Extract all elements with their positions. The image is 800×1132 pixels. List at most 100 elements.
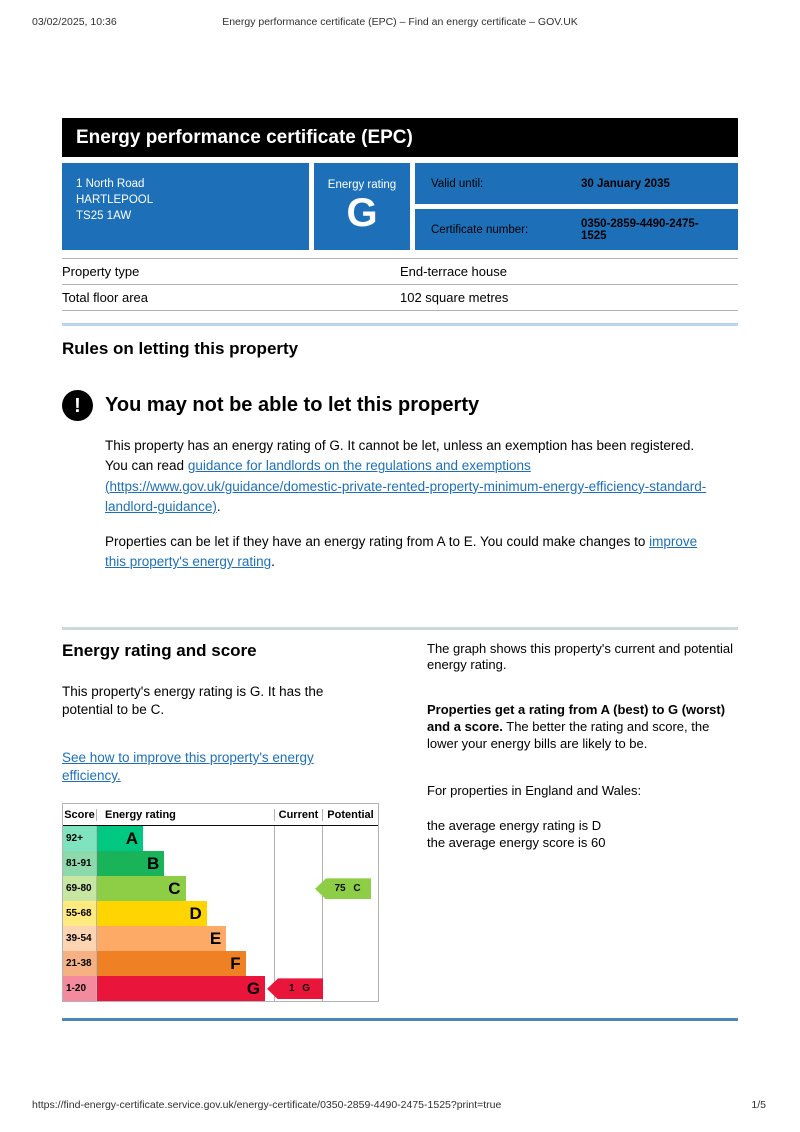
- band-rating-cell: C: [97, 876, 275, 902]
- property-address: 1 North Road HARTLEPOOL TS25 1AW: [62, 163, 309, 250]
- band-letter: A: [125, 829, 139, 849]
- band-score: 69-80: [63, 876, 97, 902]
- valid-until-label: Valid until:: [431, 177, 484, 190]
- epc-band-row: 92+ A: [63, 826, 378, 852]
- energy-rating-value: G: [346, 190, 378, 235]
- column-header-score: Score: [63, 808, 97, 821]
- rating-explanation-bold: Properties get a rating from A (best) to…: [427, 702, 726, 735]
- band-potential-cell: [323, 951, 378, 976]
- print-header: 03/02/2025, 10:36 Energy performance cer…: [0, 16, 800, 32]
- address-line-2: HARTLEPOOL: [76, 194, 154, 207]
- band-potential-cell: [323, 901, 378, 926]
- print-page-title: Energy performance certificate (EPC) – F…: [222, 16, 578, 28]
- print-footer: https://find-energy-certificate.service.…: [0, 1099, 800, 1115]
- rules-heading: Rules on letting this property: [62, 339, 299, 358]
- epc-band-row: 21-38 F: [63, 951, 378, 977]
- certificate-number-value: 0350-2859-4490-2475-1525: [581, 217, 699, 242]
- band-letter: C: [168, 879, 181, 899]
- rating-score-left-column: Energy rating and score This property's …: [62, 641, 411, 1003]
- current-rating-marker: 1 G: [267, 978, 323, 1000]
- band-potential-cell: [323, 926, 378, 951]
- band-score: 21-38: [63, 951, 97, 977]
- potential-rating-marker: 75 C: [315, 878, 371, 900]
- epc-band-row: 1-20 G 1 G: [63, 976, 378, 1002]
- band-current-cell: [275, 901, 323, 927]
- energy-rating-label: Energy rating: [327, 178, 397, 191]
- epc-band-row: 39-54 E: [63, 926, 378, 952]
- section-divider: [62, 1018, 738, 1022]
- band-score: 81-91: [63, 851, 97, 877]
- chart-header-row: Score Energy rating Current Potential: [63, 804, 378, 827]
- band-current-cell: [275, 826, 323, 852]
- property-detail-row: Property type End-terrace house: [62, 258, 738, 285]
- band-current-cell: [275, 951, 323, 977]
- address-line-1: 1 North Road: [76, 178, 145, 190]
- band-rating-cell: G: [97, 976, 275, 1002]
- certificate-number-label: Certificate number:: [431, 223, 529, 236]
- band-bar: C: [97, 876, 186, 902]
- average-score-line: the average energy score is 60: [427, 834, 606, 850]
- average-rating-line: the average energy rating is D: [427, 817, 602, 833]
- graph-intro-text: The graph shows this property's current …: [427, 640, 733, 673]
- band-potential-cell: [323, 851, 378, 876]
- section-divider: [62, 626, 738, 630]
- detail-label: Total floor area: [62, 290, 148, 305]
- band-letter: E: [209, 929, 222, 949]
- band-letter: D: [189, 904, 202, 924]
- band-score: 92+: [63, 826, 97, 852]
- band-rating-cell: B: [97, 851, 275, 877]
- epc-band-row: 55-68 D: [63, 901, 378, 927]
- improve-rating-link[interactable]: improve this property's energy rating: [105, 534, 698, 570]
- epc-band-row: 69-80 C 75 C: [63, 876, 378, 902]
- certificate-page: Energy performance certificate (EPC) 1 N…: [62, 118, 738, 1029]
- band-rating-cell: D: [97, 901, 275, 927]
- epc-rating-chart: Score Energy rating Current Potential 92…: [62, 803, 379, 1003]
- certificate-summary: 1 North Road HARTLEPOOL TS25 1AW Energy …: [62, 163, 738, 250]
- column-header-potential: Potential: [327, 808, 374, 821]
- rating-explanation-rest: The better the rating and score, the low…: [427, 719, 710, 752]
- certificate-number-row: Certificate number: 0350-2859-4490-2475-…: [415, 209, 738, 250]
- energy-rating-panel: Energy rating G: [314, 163, 410, 250]
- band-letter: B: [146, 854, 160, 874]
- valid-until-value: 30 January 2035: [581, 177, 670, 190]
- warning-header: ! You may not be able to let this proper…: [62, 390, 738, 421]
- averages-text: the average energy rating is D the avera…: [427, 818, 738, 852]
- detail-value: 102 square metres: [400, 290, 509, 305]
- column-header-current: Current: [275, 808, 323, 821]
- epc-chart-body: 92+ A 81-91 B 69-80 C: [63, 826, 378, 1002]
- band-current-cell: [275, 851, 323, 877]
- band-score: 39-54: [63, 926, 97, 952]
- address-line-3: TS25 1AW: [76, 210, 132, 223]
- print-footer-url: https://find-energy-certificate.service.…: [32, 1099, 502, 1111]
- rating-score-right-column: The graph shows this property's current …: [411, 641, 738, 1003]
- paragraph-text: .: [271, 554, 275, 570]
- band-bar: E: [97, 926, 227, 952]
- band-current-cell: [275, 926, 323, 952]
- print-datetime: 03/02/2025, 10:36: [32, 16, 117, 28]
- band-bar: B: [97, 851, 165, 877]
- band-bar: F: [97, 951, 246, 977]
- rating-intro-text: This property's energy rating is G. It h…: [62, 683, 324, 717]
- see-improvements-link[interactable]: See how to improve this property's energ…: [62, 749, 314, 784]
- paragraph-text: Properties can be let if they have an en…: [105, 534, 650, 549]
- warning-exclamation-icon: !: [62, 390, 93, 421]
- band-rating-cell: E: [97, 926, 275, 952]
- see-improvements-paragraph: See how to improve this property's energ…: [62, 749, 347, 785]
- rating-explanation-text: Properties get a rating from A (best) to…: [427, 702, 738, 753]
- band-potential-cell: [323, 976, 378, 1001]
- epc-banner-title: Energy performance certificate (EPC): [76, 127, 413, 148]
- warning-body: This property has an energy rating of G.…: [105, 436, 720, 573]
- valid-until-row: Valid until: 30 January 2035: [415, 163, 738, 204]
- band-letter: G: [246, 979, 261, 999]
- landlord-guidance-link[interactable]: guidance for landlords on the regulation…: [105, 458, 707, 514]
- band-bar: D: [97, 901, 207, 927]
- paragraph-text: This property has an energy rating of G.…: [105, 438, 695, 474]
- section-divider: [62, 323, 738, 326]
- detail-label: Property type: [62, 264, 140, 279]
- band-score: 1-20: [63, 976, 97, 1002]
- warning-heading: You may not be able to let this property: [105, 394, 480, 416]
- letting-paragraph-2: Properties can be let if they have an en…: [105, 532, 720, 573]
- column-header-energy-rating: Energy rating: [97, 808, 275, 821]
- band-current-cell: 1 G: [267, 976, 323, 1002]
- band-bar: G: [97, 976, 266, 1002]
